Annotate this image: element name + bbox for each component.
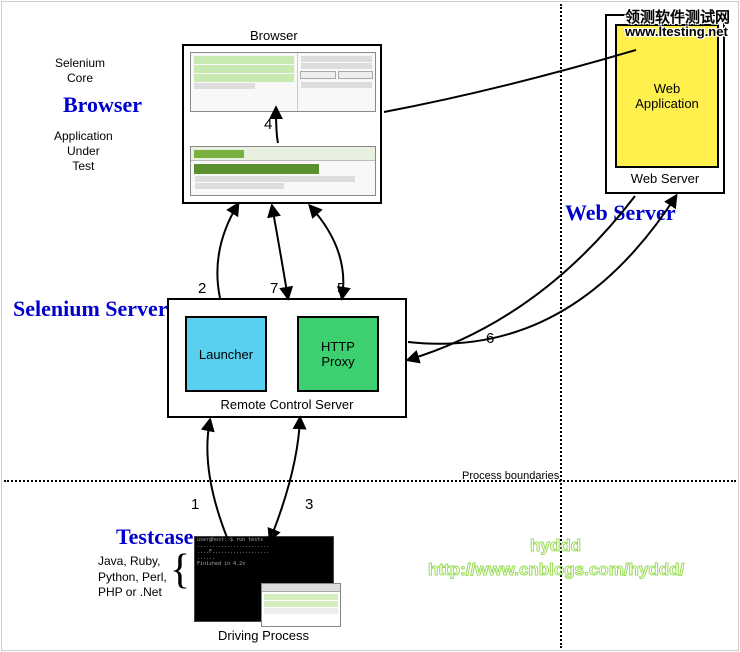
driving-terminal: user@host:~$ run tests .................…	[194, 536, 334, 622]
watermark-hyddd: hyddd	[530, 536, 581, 556]
launcher-label: Launcher	[199, 347, 253, 362]
launcher-box: Launcher	[185, 316, 267, 392]
webserver-box: Web Application Web Server	[605, 14, 725, 194]
selenium-core-side-label: Selenium Core	[55, 56, 105, 86]
rcs-outer-label: Remote Control Server	[169, 397, 405, 412]
num-3: 3	[305, 496, 313, 513]
aut-pane	[190, 146, 376, 196]
aut-side-label: Application Under Test	[54, 129, 113, 174]
arrow-2	[217, 204, 238, 298]
arrow-top	[384, 50, 636, 112]
testcase-blue-label: Testcase	[116, 524, 193, 550]
brace-icon: {	[170, 546, 190, 594]
selenium-core-pane	[190, 52, 376, 112]
browser-box	[182, 44, 382, 204]
num-1: 1	[191, 496, 199, 513]
process-boundary-horiz	[4, 480, 736, 482]
watermark-hyddd-url: http://www.cnblogs.com/hyddd/	[428, 560, 684, 580]
browser-outer-label: Browser	[250, 28, 298, 43]
webapp-label-2: Application	[635, 96, 699, 111]
proxy-label-1: HTTP	[321, 339, 355, 354]
browser-blue-label: Browser	[63, 92, 142, 118]
webapp-label-1: Web	[654, 81, 681, 96]
webserver-blue-label: Web Server	[565, 200, 676, 226]
driving-process-label: Driving Process	[218, 628, 309, 643]
num-4: 4	[264, 116, 272, 133]
num-6: 6	[486, 330, 494, 347]
selenium-server-blue-label: Selenium Server	[13, 296, 168, 322]
web-application-box: Web Application	[615, 24, 719, 168]
driving-langs-label: Java, Ruby, Python, Perl, PHP or .Net	[98, 554, 167, 601]
proxy-box: HTTP Proxy	[297, 316, 379, 392]
watermark-top-url: www.ltesting.net	[625, 24, 728, 39]
num-7: 7	[270, 280, 278, 297]
rcs-box: Launcher HTTP Proxy Remote Control Serve…	[167, 298, 407, 418]
num-2: 2	[198, 280, 206, 297]
proxy-label-2: Proxy	[321, 354, 354, 369]
num-5: 5	[337, 280, 345, 297]
process-boundaries-label: Process boundaries	[462, 470, 559, 482]
webserver-outer-label: Web Server	[607, 171, 723, 186]
arrow-3	[270, 418, 300, 540]
